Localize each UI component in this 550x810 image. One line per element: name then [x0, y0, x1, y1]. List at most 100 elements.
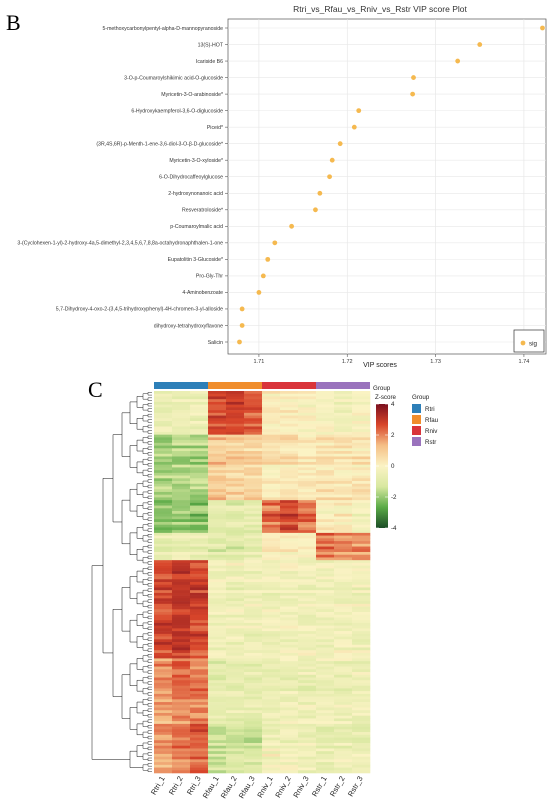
- heatmap-cell: [244, 562, 263, 566]
- dendrogram-branch: [142, 688, 148, 695]
- heatmap-cell: [298, 404, 317, 408]
- heatmap-cell: [226, 644, 245, 648]
- heatmap-cell: [352, 483, 371, 487]
- heatmap-cell: [262, 650, 281, 654]
- heatmap-cell: [280, 642, 299, 646]
- heatmap-cell: [190, 715, 209, 719]
- heatmap-cell: [352, 579, 371, 583]
- heatmap-cell: [262, 453, 281, 457]
- heatmap-cell: [190, 491, 209, 495]
- heatmap-cell: [352, 549, 371, 553]
- heatmap-cell: [334, 410, 353, 414]
- heatmap-cell: [334, 481, 353, 485]
- heatmap-cell: [208, 644, 227, 648]
- heatmap-cell: [352, 551, 371, 556]
- heatmap-cell: [154, 715, 173, 719]
- heatmap-cell: [334, 732, 353, 736]
- heatmap-cell: [298, 451, 317, 455]
- colorbar-tick-label: 0: [391, 463, 395, 470]
- heatmap-cell: [334, 530, 353, 534]
- heatmap-cell: [316, 636, 335, 640]
- dendrogram-branch: [142, 469, 148, 476]
- heatmap-cell: [172, 723, 191, 727]
- heatmap-cell: [190, 404, 209, 408]
- dendrogram-branch: [121, 412, 130, 457]
- dendrogram-branch: [142, 622, 148, 629]
- heatmap-cell: [244, 513, 263, 517]
- heatmap-cell: [280, 399, 299, 403]
- heatmap-cell: [334, 437, 353, 441]
- vip-point: [356, 108, 362, 114]
- heatmap-cell: [226, 541, 245, 545]
- heatmap-cell: [262, 410, 281, 414]
- heatmap-cell: [190, 642, 209, 646]
- heatmap-cell: [334, 475, 353, 479]
- dendrogram-branch: [147, 501, 152, 505]
- heatmap-cell: [334, 573, 353, 577]
- group-legend-label-rniv: Rniv: [425, 428, 438, 435]
- heatmap-cell: [208, 497, 227, 501]
- heatmap-cell: [244, 650, 263, 654]
- heatmap-cell: [298, 393, 317, 397]
- heatmap-cell: [172, 756, 191, 760]
- heatmap-cell: [298, 481, 317, 485]
- heatmap-cell: [190, 674, 209, 678]
- heatmap-cell: [208, 549, 227, 553]
- heatmap-cell: [190, 742, 209, 747]
- vip-metabolite-label: Pro-Gly-Thr: [196, 274, 223, 280]
- heatmap-cell: [298, 721, 317, 725]
- heatmap-cell: [262, 546, 281, 550]
- vip-point: [410, 91, 416, 97]
- dendrogram-branch: [147, 392, 152, 396]
- heatmap-cell: [352, 592, 371, 596]
- heatmap-cell: [316, 691, 335, 695]
- heatmap-cell: [316, 702, 335, 706]
- heatmap-cell: [226, 606, 245, 610]
- heatmap-cell: [316, 440, 335, 444]
- heatmap-column-label: Rstr_1: [310, 775, 329, 799]
- heatmap-cell: [208, 426, 227, 430]
- heatmap-cell: [352, 423, 371, 427]
- heatmap-cell: [244, 721, 263, 725]
- heatmap-cell: [334, 617, 353, 621]
- dendrogram-branch: [142, 742, 148, 749]
- heatmap-cell: [244, 633, 263, 637]
- heatmap-cell: [298, 568, 317, 572]
- heatmap-cell: [244, 440, 263, 444]
- heatmap-column-label: Rstr_3: [346, 775, 365, 799]
- heatmap-cell: [262, 707, 281, 711]
- heatmap-cell: [208, 767, 227, 771]
- heatmap-cell: [262, 530, 281, 534]
- heatmap-cell: [352, 767, 371, 771]
- heatmap-cell: [280, 753, 299, 757]
- heatmap-cell: [172, 707, 191, 711]
- heatmap-cell: [244, 560, 263, 564]
- heatmap-cell: [208, 579, 227, 583]
- heatmap-cell: [208, 472, 227, 476]
- heatmap-cell: [334, 636, 353, 640]
- heatmap-cell: [280, 478, 299, 482]
- heatmap-cell: [316, 704, 335, 708]
- heatmap-cell: [154, 486, 173, 490]
- heatmap-cell: [208, 568, 227, 572]
- heatmap-cell: [226, 475, 245, 479]
- heatmap-cell: [298, 524, 317, 528]
- heatmap-cell: [298, 691, 317, 695]
- heatmap-cell: [154, 644, 173, 648]
- heatmap-cell: [262, 606, 281, 610]
- heatmap-cell: [262, 680, 281, 684]
- heatmap-cell: [280, 762, 299, 766]
- heatmap-cell: [154, 508, 173, 512]
- heatmap-cell: [208, 642, 227, 646]
- heatmap-cell: [334, 691, 353, 695]
- vip-metabolite-label: dihydroxy-tetrahydroxyflavone: [154, 323, 223, 329]
- heatmap-cell: [262, 573, 281, 577]
- heatmap-cell: [154, 396, 173, 400]
- heatmap-cell: [208, 636, 227, 640]
- heatmap-cell: [244, 622, 263, 626]
- heatmap-cell: [190, 475, 209, 479]
- heatmap-cell: [334, 442, 353, 446]
- heatmap-cell: [352, 729, 371, 733]
- heatmap-cell: [190, 573, 209, 577]
- heatmap-cell: [262, 658, 281, 662]
